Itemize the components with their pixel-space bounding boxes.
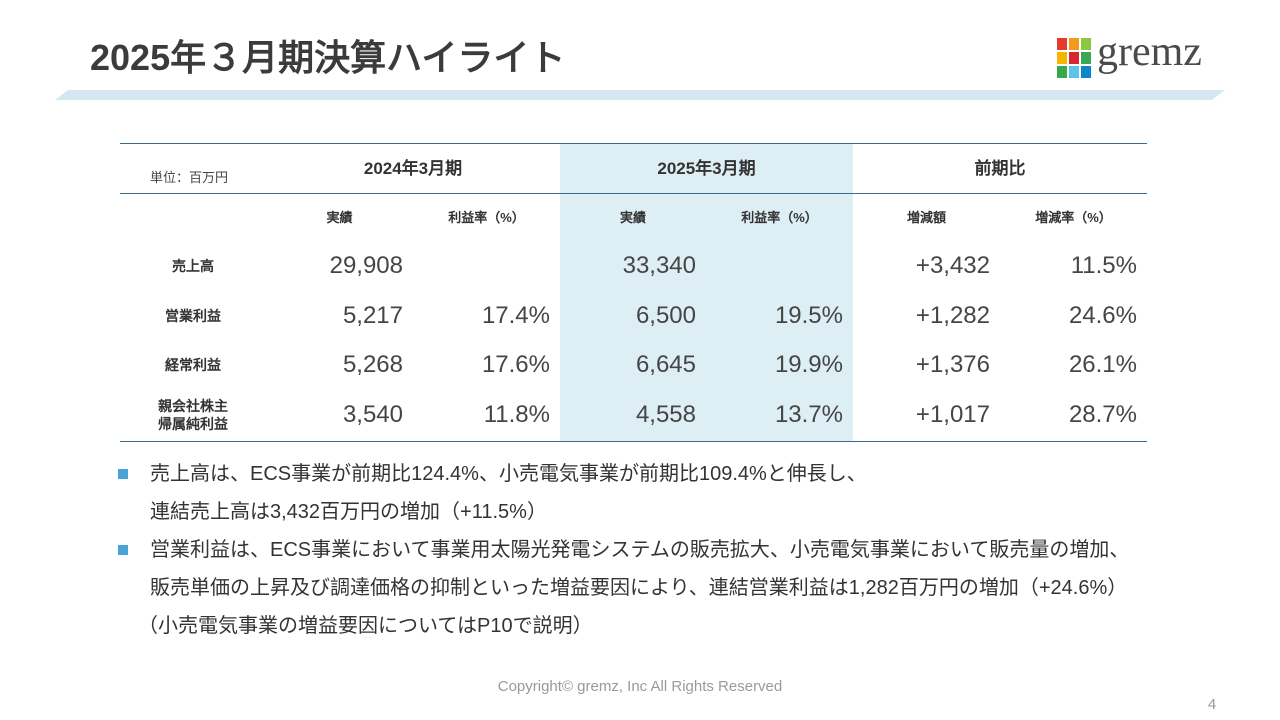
- operating-profit-2025-actual: 6,500: [560, 290, 706, 341]
- ordinary-profit-2025-actual: 6,645: [560, 340, 706, 390]
- net-profit-2024-actual: 3,540: [342, 401, 403, 429]
- sales-2024-margin: [413, 242, 560, 291]
- table-row-ordinary-profit: 経常利益 5,268 17.6% 6,645 19.9% +1,376 26.1…: [120, 340, 1147, 390]
- net-profit-2025-margin: 13.7%: [706, 389, 853, 442]
- commentary-line: 売上高は、ECS事業が前期比124.4%、小売電気事業が前期比109.4%と伸長…: [150, 463, 867, 485]
- logo-square: [1069, 66, 1079, 78]
- sales-2025-margin: [706, 241, 853, 291]
- period-2024-header: 2024年3月期: [363, 158, 463, 178]
- row-label-sales: 売上高: [120, 242, 266, 291]
- col-yoy-change-header: 増減額: [906, 209, 946, 225]
- row-label-header: [120, 194, 266, 242]
- title-underline-band: [55, 90, 1225, 100]
- commentary-item-sales: 売上高は、ECS事業が前期比124.4%、小売電気事業が前期比109.4%と伸長…: [118, 455, 1218, 531]
- table-row-sales: 売上高 29,908 33,340 +3,432 11.5%: [120, 241, 1147, 291]
- col-2025-margin-header: 利益率（%）: [706, 193, 853, 242]
- operating-profit-2025-margin: 19.5%: [706, 290, 853, 341]
- col-2024-actual-header: 実績: [326, 209, 353, 225]
- operating-profit-2024-margin: 17.4%: [481, 301, 550, 329]
- col-2024-margin-header: 利益率（%）: [448, 209, 525, 225]
- col-yoy-rate-header: 増減率（%）: [1035, 209, 1112, 225]
- yoy-header: 前期比: [974, 158, 1026, 178]
- commentary-line: 連結売上高は3,432百万円の増加（+11.5%）: [150, 501, 547, 523]
- net-profit-yoy-change: +1,017: [915, 401, 990, 429]
- table-row-operating-profit: 営業利益 5,217 17.4% 6,500 19.5% +1,282 24.6…: [120, 290, 1147, 341]
- row-label-text: 営業利益: [165, 307, 221, 324]
- period-header-row: 単位：百万円 2024年3月期 2025年3月期 前期比: [120, 143, 1147, 194]
- square-bullet-icon: [118, 545, 128, 555]
- page-number: 4: [1207, 696, 1217, 713]
- logo-square: [1057, 38, 1067, 50]
- ordinary-profit-yoy-rate: 26.1%: [1068, 351, 1137, 378]
- operating-profit-2024-actual: 5,217: [342, 301, 403, 329]
- row-label-text: 経常利益: [165, 357, 221, 373]
- sales-yoy-change: +3,432: [915, 252, 990, 279]
- logo-square: [1081, 52, 1091, 64]
- commentary-note: （小売電気事業の増益要因についてはP10で説明）: [138, 615, 593, 637]
- unit-label: 単位：百万円: [150, 170, 229, 185]
- row-label-net-profit-parent: 親会社株主 帰属純利益: [120, 390, 266, 442]
- ordinary-profit-2024-margin: 17.6%: [481, 351, 550, 378]
- copyright-notice: Copyright© gremz, Inc All Rights Reserve…: [497, 678, 783, 695]
- commentary-line: 営業利益は、ECS事業において事業用太陽光発電システムの販売拡大、小売電気事業に…: [150, 539, 1130, 561]
- logo-square: [1069, 52, 1079, 64]
- logo-wordmark: gremz: [1097, 29, 1202, 75]
- row-label-text: 売上高: [172, 258, 214, 274]
- logo-square: [1081, 66, 1091, 78]
- row-label-text-line1: 親会社株主: [158, 398, 228, 415]
- financial-highlights-table: 単位：百万円 2024年3月期 2025年3月期 前期比 実績 利益率（%） 実…: [120, 143, 1147, 442]
- net-profit-2025-actual: 4,558: [560, 389, 706, 442]
- logo-square: [1069, 38, 1079, 50]
- table-row-net-profit-parent: 親会社株主 帰属純利益 3,540 11.8% 4,558 13.7% +1,0…: [120, 389, 1147, 442]
- ordinary-profit-2024-actual: 5,268: [342, 351, 403, 378]
- col-2025-actual-header: 実績: [560, 193, 706, 242]
- ordinary-profit-2025-margin: 19.9%: [706, 340, 853, 390]
- commentary-line: 販売単価の上昇及び調達価格の抑制といった増益要因により、連結営業利益は1,282…: [150, 577, 1128, 599]
- commentary-list: 売上高は、ECS事業が前期比124.4%、小売電気事業が前期比109.4%と伸長…: [118, 455, 1218, 645]
- metric-header-row: 実績 利益率（%） 実績 利益率（%） 増減額 増減率（%）: [120, 193, 1147, 242]
- row-label-ordinary-profit: 経常利益: [120, 341, 266, 390]
- ordinary-profit-yoy-change: +1,376: [915, 351, 990, 378]
- net-profit-2024-margin: 11.8%: [483, 401, 550, 429]
- net-profit-yoy-rate: 28.7%: [1068, 401, 1137, 429]
- logo-square: [1057, 66, 1067, 78]
- operating-profit-yoy-rate: 24.6%: [1068, 301, 1137, 329]
- row-label-operating-profit: 営業利益: [120, 291, 266, 341]
- row-label-text-line2: 帰属純利益: [158, 416, 228, 433]
- sales-2025-actual: 33,340: [560, 241, 706, 291]
- logo-square: [1057, 52, 1067, 64]
- square-bullet-icon: [118, 469, 128, 479]
- title-underline-band-shape: [55, 90, 1225, 100]
- sales-2024-actual: 29,908: [329, 252, 403, 279]
- company-logo: gremz: [1057, 28, 1207, 84]
- operating-profit-yoy-change: +1,282: [915, 301, 990, 329]
- logo-square: [1081, 38, 1091, 50]
- slide-title: 2025年３月期決算ハイライト: [90, 37, 566, 78]
- logo-mark-grid: [1057, 38, 1091, 78]
- sales-yoy-rate: 11.5%: [1070, 252, 1137, 279]
- commentary-item-operating-profit: 営業利益は、ECS事業において事業用太陽光発電システムの販売拡大、小売電気事業に…: [118, 531, 1218, 645]
- period-2025-header: 2025年3月期: [560, 143, 853, 194]
